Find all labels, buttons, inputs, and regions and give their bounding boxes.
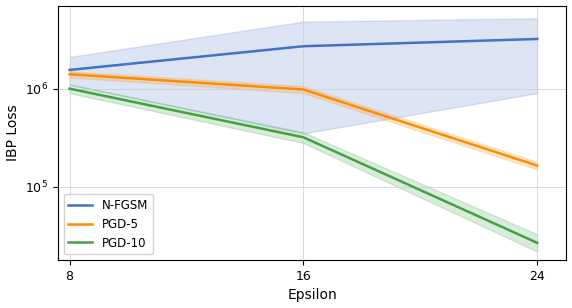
Legend: N-FGSM, PGD-5, PGD-10: N-FGSM, PGD-5, PGD-10	[63, 194, 153, 254]
PGD-5	[66, 72, 73, 76]
PGD-5	[300, 88, 307, 91]
N-FGSM	[300, 44, 307, 48]
N-FGSM	[66, 68, 73, 72]
PGD-5	[534, 164, 541, 168]
Y-axis label: IBP Loss: IBP Loss	[6, 104, 19, 161]
Line: N-FGSM: N-FGSM	[70, 39, 537, 70]
X-axis label: Epsilon: Epsilon	[287, 289, 337, 302]
Line: PGD-10: PGD-10	[70, 89, 537, 243]
PGD-10	[534, 241, 541, 245]
Line: PGD-5: PGD-5	[70, 74, 537, 166]
PGD-10	[66, 87, 73, 91]
N-FGSM	[534, 37, 541, 41]
PGD-10	[300, 136, 307, 139]
